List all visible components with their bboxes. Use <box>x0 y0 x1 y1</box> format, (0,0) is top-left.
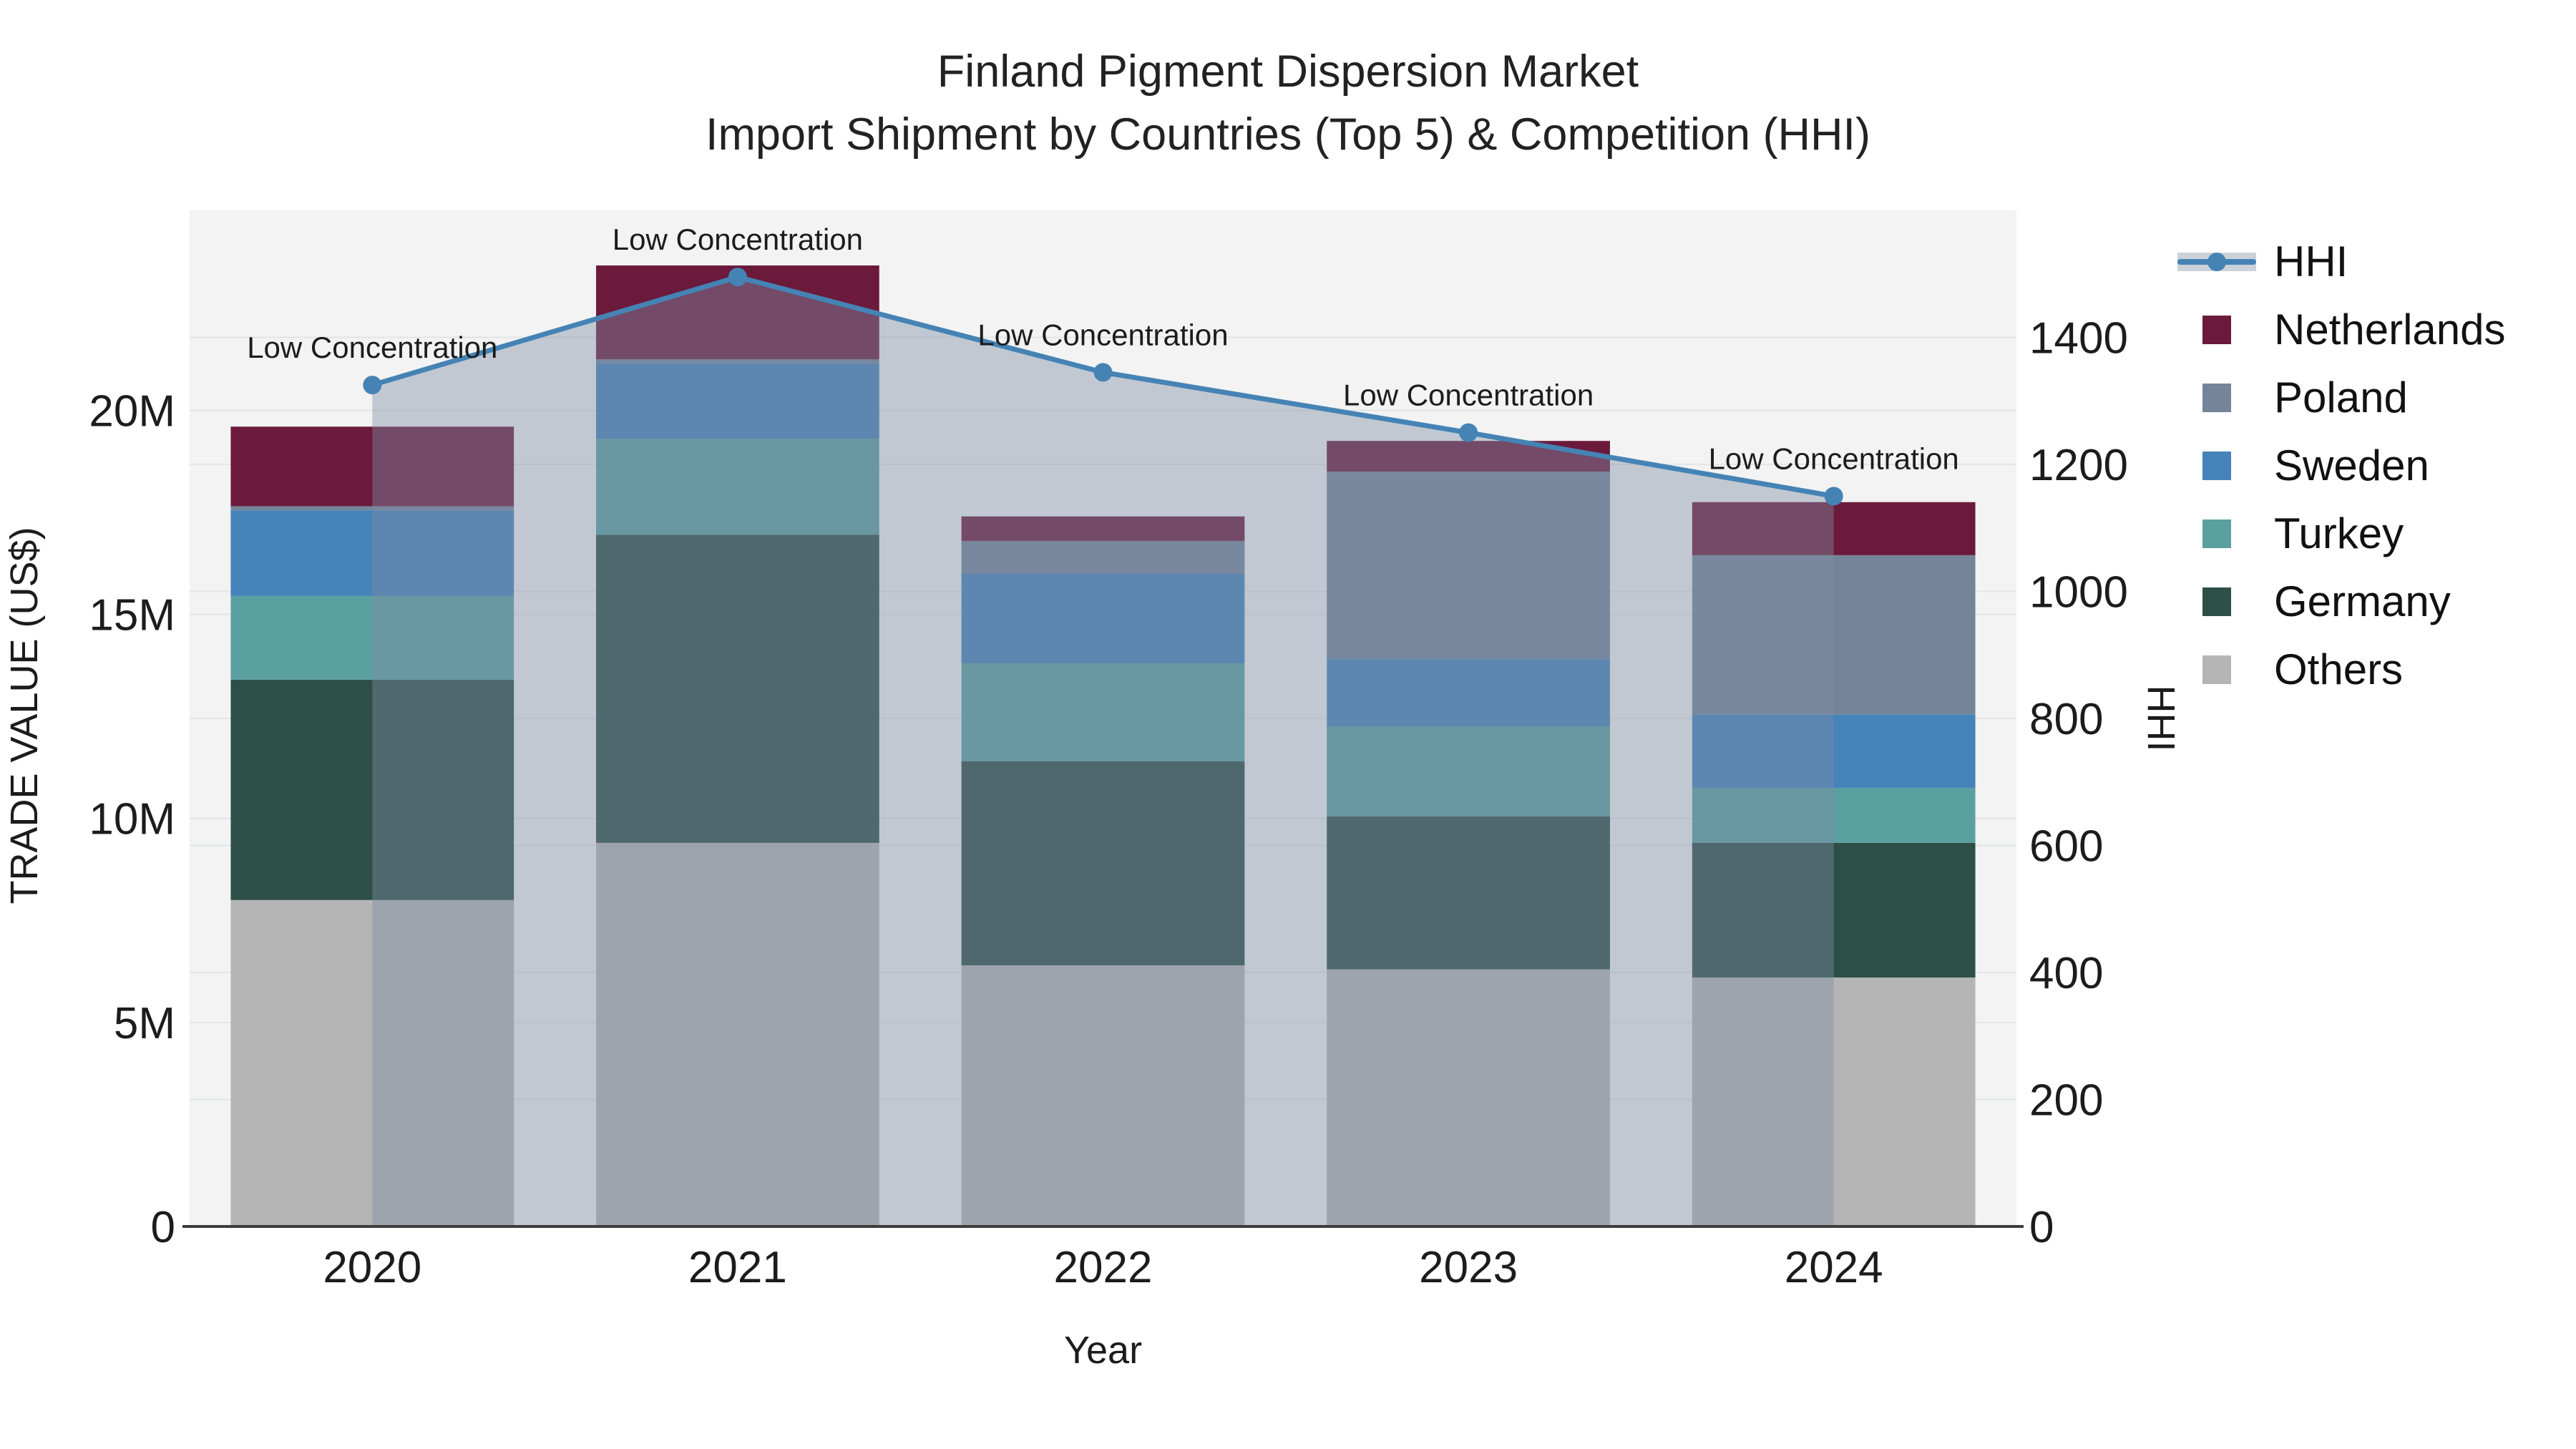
bar-segment-others-2022[interactable] <box>961 965 1245 1226</box>
bar-segment-sweden-2021[interactable] <box>596 363 879 439</box>
legend-item-others[interactable]: Others <box>2172 635 2506 703</box>
bar-segment-turkey-2024[interactable] <box>1692 787 1976 843</box>
poland-swatch <box>2202 383 2231 412</box>
left-tick-label-15M: 15M <box>89 591 175 640</box>
left-tick-label-0: 0 <box>151 1203 175 1252</box>
bar-segment-others-2024[interactable] <box>1692 977 1976 1226</box>
left-tick-label-10M: 10M <box>89 795 175 844</box>
hhi-area-fill <box>372 277 1834 1226</box>
hhi-marker-2020[interactable] <box>363 376 382 395</box>
bar-segment-germany-2022[interactable] <box>961 761 1245 966</box>
bar-segment-germany-2023[interactable] <box>1327 816 1610 970</box>
x-tick-label-2023: 2023 <box>1419 1243 1518 1292</box>
left-tick-label-5M: 5M <box>114 999 175 1048</box>
legend-item-poland[interactable]: Poland <box>2172 364 2506 431</box>
hhi-line-symbol <box>2172 251 2261 273</box>
legend: HHI Netherlands Poland Sweden Turkey Ger… <box>2172 228 2506 703</box>
turkey-swatch <box>2202 519 2231 548</box>
left-axis-title: TRADE VALUE (US$) <box>3 527 46 904</box>
legend-item-netherlands[interactable]: Netherlands <box>2172 296 2506 364</box>
bar-segment-turkey-2023[interactable] <box>1327 726 1610 816</box>
bar-segment-poland-2020[interactable] <box>230 506 514 511</box>
germany-swatch <box>2202 587 2231 616</box>
bar-segment-poland-2024[interactable] <box>1692 555 1976 715</box>
chart-title: Finland Pigment Dispersion Market Import… <box>0 40 2576 166</box>
bar-segment-germany-2024[interactable] <box>1692 842 1976 978</box>
bar-segment-turkey-2020[interactable] <box>230 595 514 680</box>
hhi-marker-2021[interactable] <box>728 268 747 287</box>
x-axis-title: Year <box>1064 1329 1142 1372</box>
bar-segment-sweden-2020[interactable] <box>230 510 514 596</box>
bar-segment-germany-2021[interactable] <box>596 535 879 843</box>
annotation-low-concentration-2020: Low Concentration <box>247 331 497 364</box>
chart-title-line1: Finland Pigment Dispersion Market <box>937 47 1639 97</box>
annotation-low-concentration-2022: Low Concentration <box>977 318 1228 351</box>
sweden-swatch <box>2202 451 2231 480</box>
chart-title-line2: Import Shipment by Countries (Top 5) & C… <box>705 109 1871 160</box>
bar-segment-netherlands-2023[interactable] <box>1327 441 1610 472</box>
bar-segment-germany-2020[interactable] <box>230 679 514 900</box>
hhi-marker-2023[interactable] <box>1459 423 1478 442</box>
right-tick-label-800: 800 <box>2029 695 2103 744</box>
bar-segment-poland-2021[interactable] <box>596 359 879 364</box>
legend-label: Germany <box>2274 577 2451 625</box>
others-swatch <box>2202 655 2231 684</box>
bar-segment-poland-2022[interactable] <box>961 540 1245 574</box>
right-axis-title: HHI <box>2140 686 2182 752</box>
bar-segment-turkey-2021[interactable] <box>596 439 879 535</box>
annotation-low-concentration-2023: Low Concentration <box>1343 379 1594 412</box>
legend-label: Sweden <box>2274 441 2429 489</box>
annotation-low-concentration-2024: Low Concentration <box>1709 441 1959 475</box>
netherlands-swatch <box>2202 315 2231 344</box>
bar-segment-others-2020[interactable] <box>230 899 514 1226</box>
bar-segment-netherlands-2024[interactable] <box>1692 502 1976 555</box>
bar-segment-netherlands-2020[interactable] <box>230 426 514 507</box>
legend-label: Netherlands <box>2274 306 2506 353</box>
right-tick-label-400: 400 <box>2029 949 2103 998</box>
left-tick-label-20M: 20M <box>89 386 175 436</box>
bar-segment-poland-2023[interactable] <box>1327 471 1610 660</box>
bar-segment-turkey-2022[interactable] <box>961 663 1245 761</box>
legend-item-germany[interactable]: Germany <box>2172 567 2506 635</box>
legend-item-turkey[interactable]: Turkey <box>2172 499 2506 567</box>
bar-segment-others-2023[interactable] <box>1327 969 1610 1226</box>
bar-segment-sweden-2022[interactable] <box>961 573 1245 664</box>
right-tick-label-200: 200 <box>2029 1076 2103 1126</box>
x-tick-label-2022: 2022 <box>1054 1243 1153 1292</box>
hhi-marker-2024[interactable] <box>1824 487 1843 506</box>
legend-item-sweden[interactable]: Sweden <box>2172 431 2506 499</box>
hhi-line-marker <box>2207 252 2226 271</box>
legend-label: HHI <box>2274 238 2348 286</box>
annotation-low-concentration-2021: Low Concentration <box>613 223 863 256</box>
right-tick-label-0: 0 <box>2029 1203 2054 1252</box>
x-tick-label-2021: 2021 <box>688 1243 787 1292</box>
legend-item-hhi[interactable]: HHI <box>2172 228 2506 296</box>
legend-label: Others <box>2274 645 2404 693</box>
bar-segment-sweden-2024[interactable] <box>1692 714 1976 788</box>
bar-segment-sweden-2023[interactable] <box>1327 659 1610 727</box>
right-tick-label-600: 600 <box>2029 822 2103 872</box>
right-tick-label-1400: 1400 <box>2029 314 2128 364</box>
bar-segment-netherlands-2022[interactable] <box>961 516 1245 541</box>
legend-label: Turkey <box>2274 509 2404 557</box>
hhi-marker-2022[interactable] <box>1093 363 1113 382</box>
right-tick-label-1200: 1200 <box>2029 441 2128 490</box>
legend-label: Poland <box>2274 374 2408 421</box>
bar-segment-others-2021[interactable] <box>596 842 879 1226</box>
x-tick-label-2024: 2024 <box>1785 1243 1883 1292</box>
right-tick-label-1000: 1000 <box>2029 568 2128 618</box>
x-tick-label-2020: 2020 <box>323 1243 421 1292</box>
